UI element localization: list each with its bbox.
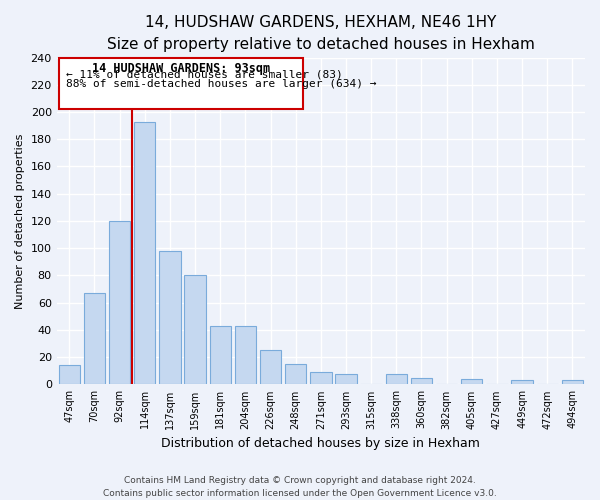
Bar <box>461 379 482 384</box>
Bar <box>260 350 281 384</box>
Bar <box>84 293 105 384</box>
Bar <box>184 276 206 384</box>
Bar <box>159 251 181 384</box>
Bar <box>109 221 130 384</box>
Bar <box>310 372 332 384</box>
Bar <box>335 374 356 384</box>
Bar <box>134 122 155 384</box>
Bar <box>411 378 432 384</box>
Text: ← 11% of detached houses are smaller (83): ← 11% of detached houses are smaller (83… <box>66 70 343 80</box>
Bar <box>511 380 533 384</box>
Bar <box>59 366 80 384</box>
Title: 14, HUDSHAW GARDENS, HEXHAM, NE46 1HY
Size of property relative to detached hous: 14, HUDSHAW GARDENS, HEXHAM, NE46 1HY Si… <box>107 15 535 52</box>
Text: Contains HM Land Registry data © Crown copyright and database right 2024.
Contai: Contains HM Land Registry data © Crown c… <box>103 476 497 498</box>
Text: 14 HUDSHAW GARDENS: 93sqm: 14 HUDSHAW GARDENS: 93sqm <box>92 62 270 74</box>
Bar <box>386 374 407 384</box>
Bar <box>235 326 256 384</box>
Bar <box>562 380 583 384</box>
Bar <box>285 364 307 384</box>
Text: 88% of semi-detached houses are larger (634) →: 88% of semi-detached houses are larger (… <box>66 80 377 90</box>
X-axis label: Distribution of detached houses by size in Hexham: Distribution of detached houses by size … <box>161 437 480 450</box>
Y-axis label: Number of detached properties: Number of detached properties <box>15 134 25 308</box>
Bar <box>209 326 231 384</box>
FancyBboxPatch shape <box>59 58 303 110</box>
